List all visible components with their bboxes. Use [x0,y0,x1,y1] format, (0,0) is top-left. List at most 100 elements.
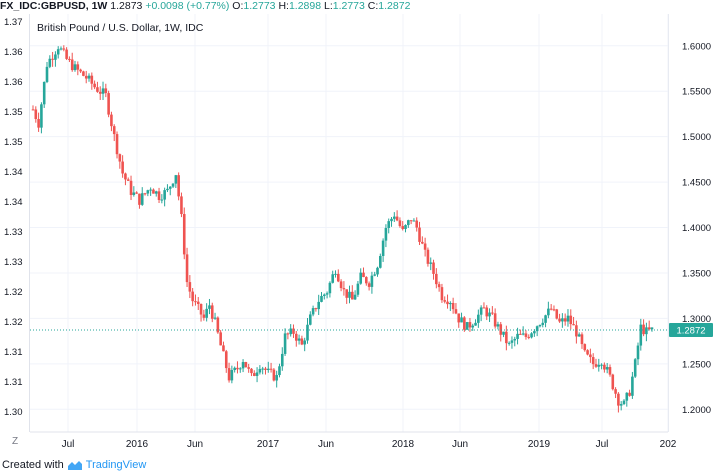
candle-up [59,48,63,50]
candle-down [608,367,612,375]
candle-down [628,392,631,396]
candle-down [191,291,194,302]
candle-down [236,367,239,370]
candle-down [294,333,298,341]
candle-up [241,362,245,369]
candle-up [465,322,469,330]
candle-up [631,376,634,396]
candle-down [199,303,203,315]
candle-down [519,333,522,335]
candle-up [636,345,640,360]
candle-up [460,317,463,323]
candle-up [516,333,519,339]
candle-down [446,301,449,305]
tradingview-brand[interactable]: TradingView [85,459,147,471]
symbol-label: FX_IDC:GBPUSD, 1W [0,0,108,12]
candle-down [443,300,447,302]
left-tick-label: 1.32 [4,317,23,328]
candle-down [110,114,113,127]
left-tick-label: 1.31 [4,347,23,358]
candle-down [90,75,94,84]
candle-up [87,75,91,79]
candle-down [555,309,559,319]
candle-up [379,255,382,268]
left-tick-label: 1.33 [4,257,23,268]
candle-down [580,334,584,345]
candle-up [356,283,360,295]
candle-down [493,313,497,327]
left-tick-label: 1.31 [4,377,23,388]
candle-down [31,109,35,111]
candle-down [409,220,413,222]
candle-up [449,302,452,305]
candle-up [429,262,433,264]
candle-up [317,301,320,310]
candle-down [76,64,80,70]
candle-down [423,243,427,250]
candle-down [552,309,556,311]
candle-up [45,66,49,82]
candle-up [280,353,284,367]
candle-up [561,318,564,322]
left-tick-label: 1.35 [4,107,23,118]
candle-down [339,281,343,289]
candle-up [650,327,654,330]
candle-up [308,314,312,325]
candle-up [639,324,643,346]
candle-down [124,173,127,180]
candle-down [177,175,180,197]
candle-down [594,364,598,367]
candle-up [230,370,234,381]
candle-down [252,373,256,376]
candle-down [93,83,96,88]
candle-down [157,191,161,201]
candle-up [238,368,242,370]
candle-up [320,295,323,302]
candle-down [286,333,290,335]
candle-down [126,179,130,181]
candle-up [535,326,539,332]
candle-up [544,315,547,323]
candle-up [233,367,236,371]
price-change: +0.0098 (+0.77%) [145,0,230,12]
candle-down [210,305,214,319]
candle-up [597,364,601,367]
candle-up [174,175,178,184]
candle-down [457,313,461,323]
candle-down [118,154,122,162]
candle-up [376,267,379,275]
candle-down [202,314,206,318]
candle-down [527,336,531,338]
candle-up [208,305,211,309]
candle-down [485,307,489,317]
candle-up [73,64,77,71]
last-price: 1.2873 [110,0,143,12]
candle-up [510,340,514,343]
candle-up [132,192,136,195]
candle-up [331,274,334,283]
x-tick-label: 2019 [528,439,551,450]
candle-down [79,69,82,72]
candle-down [647,327,651,330]
candle-up [530,333,533,338]
right-axis[interactable]: 1.6000 1.5500 1.5000 1.4500 1.4000 1.3500 1.30… [682,41,711,415]
candle-down [351,291,354,300]
candle-down [583,344,587,351]
candle-down [435,273,438,285]
candles [31,45,654,413]
candle-down [188,282,192,292]
candle-down [222,345,225,352]
x-axis[interactable]: Jul 2016 Jun 2017 Jun 2018 Jun 2019 Jul 202 [30,431,677,450]
candle-down [575,325,578,337]
current-price-line: 1.2872 [30,323,713,338]
candle-up [163,190,166,200]
candle-down [614,389,617,394]
candle-down [264,368,267,370]
right-tick-label: 1.2000 [682,405,711,416]
candle-down [98,91,102,94]
candle-up [48,58,52,67]
candle-down [272,369,276,381]
candle-down [642,324,645,335]
candle-down [342,288,346,290]
